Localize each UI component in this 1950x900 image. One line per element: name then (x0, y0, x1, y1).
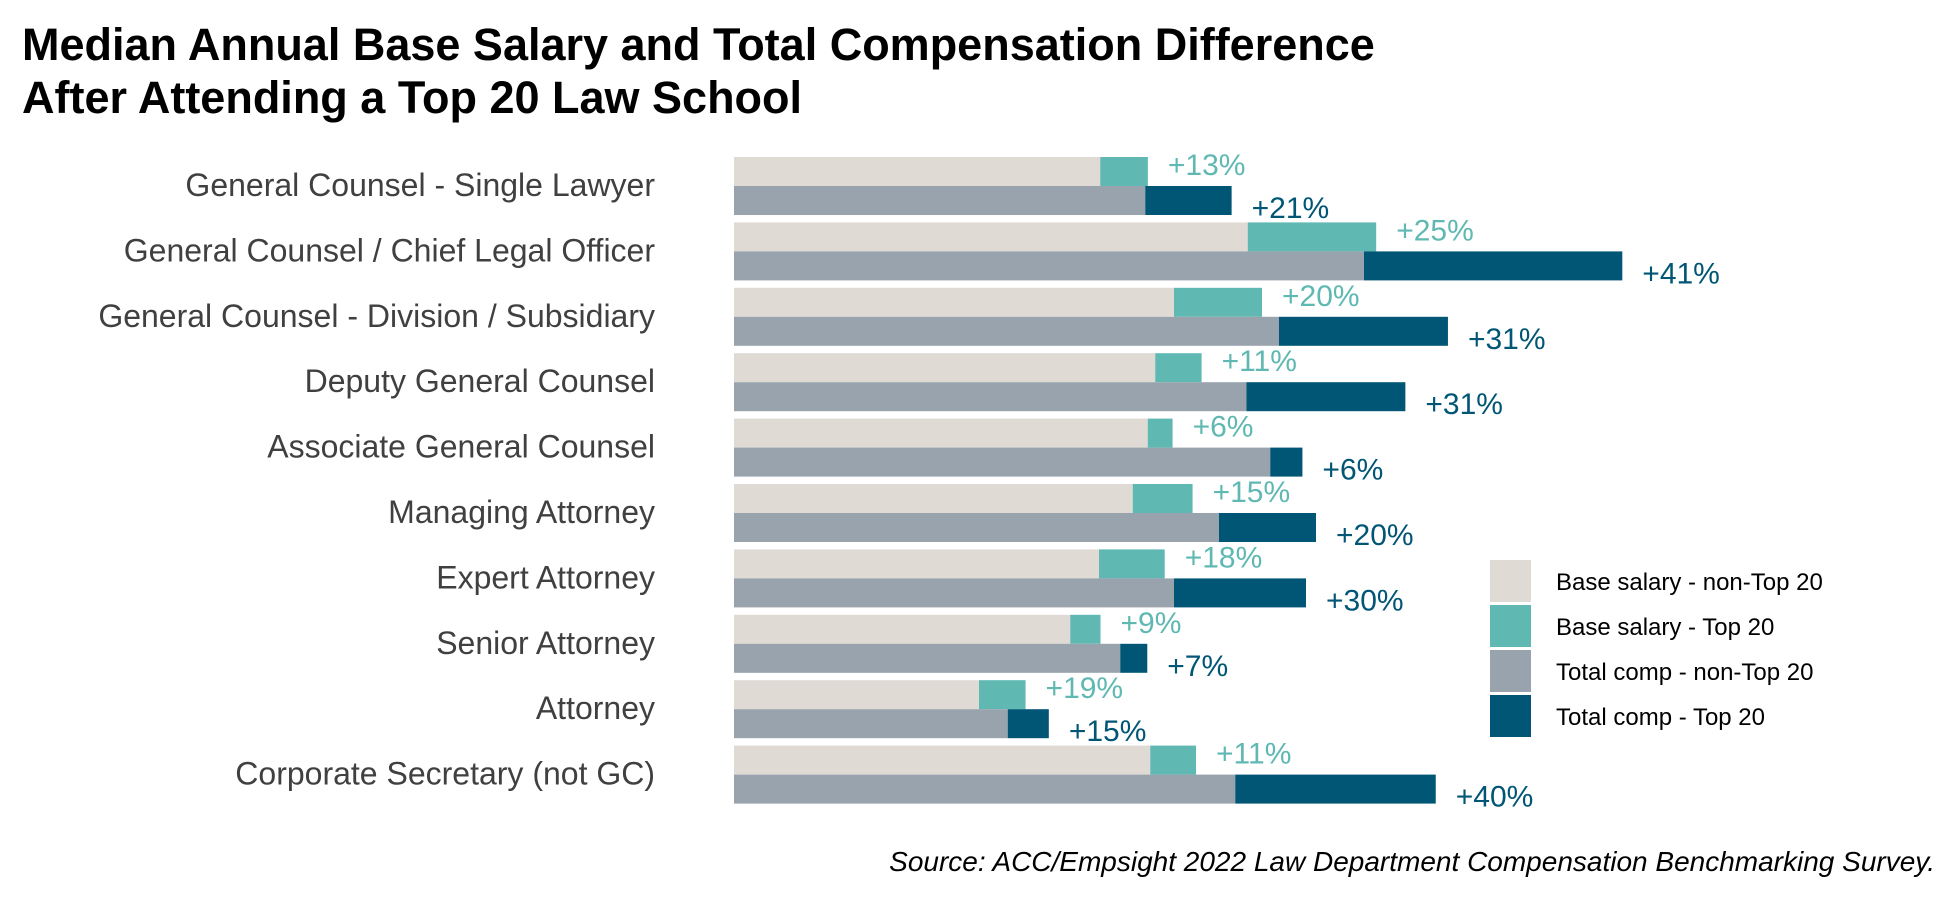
bar-total-comp-top20 (1174, 578, 1306, 608)
source-note: Source: ACC/Empsight 2022 Law Department… (889, 846, 1935, 877)
base-salary-difference-label: +11% (1216, 738, 1291, 771)
bar-base-salary-non-top20 (734, 549, 1099, 579)
bar-total-comp-top20 (1145, 186, 1232, 215)
total-comp-difference-label: +31% (1425, 388, 1503, 421)
legend-swatch (1490, 650, 1531, 692)
bar-base-salary-non-top20 (734, 680, 979, 710)
total-comp-difference-label: +41% (1642, 257, 1720, 290)
bar-base-salary-top20 (1247, 222, 1377, 252)
total-comp-difference-label: +21% (1252, 192, 1330, 225)
base-salary-difference-label: +19% (1046, 672, 1124, 705)
category-label: Expert Attorney (436, 559, 655, 595)
bar-base-salary-non-top20 (734, 418, 1148, 448)
base-salary-difference-label: +11% (1222, 345, 1297, 378)
bar-total-comp-non-top20 (734, 186, 1146, 215)
chart-title-line-1: Median Annual Base Salary and Total Comp… (22, 19, 1375, 70)
bar-base-salary-top20 (1100, 157, 1148, 186)
category-label: Associate General Counsel (267, 429, 655, 465)
bar-base-salary-top20 (1132, 484, 1193, 513)
base-salary-difference-label: +20% (1282, 280, 1360, 313)
category-label: General Counsel - Division / Subsidiary (98, 298, 655, 334)
bar-base-salary-top20 (1150, 745, 1197, 775)
bar-total-comp-non-top20 (734, 447, 1271, 477)
bar-total-comp-non-top20 (734, 316, 1279, 346)
bar-base-salary-non-top20 (734, 222, 1248, 252)
chart-title: Median Annual Base Salary and Total Comp… (22, 18, 1375, 124)
category-label: Managing Attorney (388, 494, 655, 530)
bar-base-salary-top20 (1099, 549, 1165, 579)
bar-total-comp-non-top20 (734, 578, 1174, 608)
base-salary-difference-label: +18% (1185, 541, 1263, 574)
bar-total-comp-non-top20 (734, 774, 1236, 804)
bar-total-comp-non-top20 (734, 709, 1008, 739)
bar-total-comp-top20 (1235, 774, 1436, 804)
base-salary-difference-label: +15% (1213, 476, 1291, 509)
bar-total-comp-non-top20 (734, 643, 1121, 673)
bar-base-salary-top20 (979, 680, 1026, 710)
bar-total-comp-top20 (1246, 382, 1406, 412)
legend-swatch (1490, 560, 1531, 602)
base-salary-difference-label: +25% (1396, 214, 1474, 247)
category-label: Senior Attorney (436, 625, 655, 661)
category-label: General Counsel / Chief Legal Officer (124, 232, 656, 268)
bar-base-salary-top20 (1155, 353, 1202, 383)
bar-total-comp-non-top20 (734, 382, 1247, 412)
bar-base-salary-non-top20 (734, 353, 1156, 383)
legend-swatch (1490, 605, 1531, 647)
base-salary-difference-label: +9% (1121, 607, 1182, 640)
bar-base-salary-non-top20 (734, 157, 1101, 186)
total-comp-difference-label: +20% (1336, 519, 1414, 552)
bar-base-salary-non-top20 (734, 287, 1174, 317)
category-label: Corporate Secretary (not GC) (235, 756, 655, 792)
bar-total-comp-top20 (1270, 447, 1303, 477)
base-salary-difference-label: +6% (1193, 411, 1254, 444)
bar-base-salary-top20 (1147, 418, 1173, 448)
category-label: General Counsel - Single Lawyer (185, 167, 655, 203)
total-comp-difference-label: +15% (1069, 715, 1147, 748)
total-comp-difference-label: +7% (1167, 650, 1228, 683)
total-comp-difference-label: +31% (1468, 323, 1546, 356)
bar-base-salary-non-top20 (734, 484, 1133, 513)
bar-base-salary-non-top20 (734, 745, 1151, 775)
bar-base-salary-top20 (1174, 287, 1262, 317)
bar-base-salary-top20 (1070, 614, 1101, 644)
category-label: Attorney (536, 690, 655, 726)
total-comp-difference-label: +40% (1456, 781, 1534, 814)
total-comp-difference-label: +6% (1322, 454, 1383, 487)
bar-total-comp-top20 (1364, 251, 1623, 281)
category-label: Deputy General Counsel (305, 363, 655, 399)
legend-label: Base salary - non-Top 20 (1556, 569, 1823, 596)
total-comp-difference-label: +30% (1326, 584, 1404, 617)
bar-total-comp-non-top20 (734, 251, 1364, 281)
chart-title-line-2: After Attending a Top 20 Law School (22, 72, 803, 123)
legend-swatch (1490, 695, 1531, 737)
bar-total-comp-top20 (1279, 316, 1448, 346)
base-salary-difference-label: +13% (1168, 149, 1246, 182)
bar-total-comp-non-top20 (734, 513, 1219, 542)
legend-label: Base salary - Top 20 (1556, 614, 1774, 641)
bar-total-comp-top20 (1219, 513, 1316, 542)
legend-label: Total comp - non-Top 20 (1556, 659, 1813, 686)
bar-base-salary-non-top20 (734, 614, 1071, 644)
bar-total-comp-top20 (1007, 709, 1049, 739)
bar-total-comp-top20 (1120, 643, 1148, 673)
legend-label: Total comp - Top 20 (1556, 704, 1765, 731)
